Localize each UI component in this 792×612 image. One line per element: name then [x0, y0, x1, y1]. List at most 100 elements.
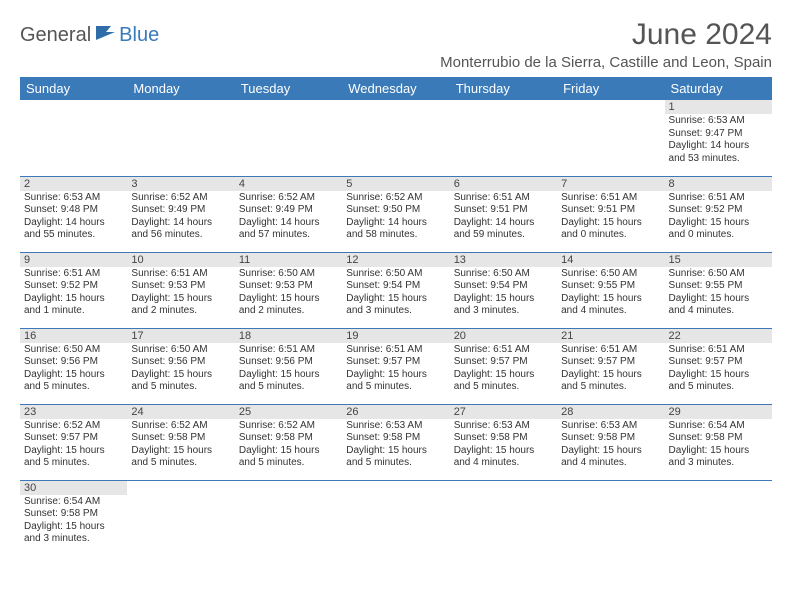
weekday-header: Tuesday	[235, 77, 342, 100]
title-block: June 2024 Monterrubio de la Sierra, Cast…	[440, 18, 772, 71]
sunrise-text: Sunrise: 6:52 AM	[239, 420, 338, 433]
daylight-text: Daylight: 14 hours and 59 minutes.	[454, 217, 553, 242]
daylight-text: Daylight: 15 hours and 0 minutes.	[561, 217, 660, 242]
day-details: Sunrise: 6:50 AMSunset: 9:55 PMDaylight:…	[665, 267, 772, 321]
sunset-text: Sunset: 9:57 PM	[454, 356, 553, 369]
sunset-text: Sunset: 9:48 PM	[24, 204, 123, 217]
day-number: 23	[20, 405, 127, 419]
day-number: 1	[665, 100, 772, 114]
daylight-text: Daylight: 14 hours and 57 minutes.	[239, 217, 338, 242]
day-details: Sunrise: 6:54 AMSunset: 9:58 PMDaylight:…	[665, 419, 772, 473]
sunrise-text: Sunrise: 6:51 AM	[131, 268, 230, 281]
day-number: 15	[665, 253, 772, 267]
calendar-day-cell: 9Sunrise: 6:51 AMSunset: 9:52 PMDaylight…	[20, 252, 127, 328]
location-subtitle: Monterrubio de la Sierra, Castille and L…	[440, 54, 772, 71]
day-details: Sunrise: 6:51 AMSunset: 9:52 PMDaylight:…	[20, 267, 127, 321]
calendar-week-row: 2Sunrise: 6:53 AMSunset: 9:48 PMDaylight…	[20, 176, 772, 252]
day-number: 19	[342, 329, 449, 343]
sunset-text: Sunset: 9:58 PM	[454, 432, 553, 445]
sunrise-text: Sunrise: 6:53 AM	[24, 192, 123, 205]
daylight-text: Daylight: 15 hours and 4 minutes.	[561, 445, 660, 470]
daylight-text: Daylight: 15 hours and 4 minutes.	[561, 293, 660, 318]
day-details: Sunrise: 6:52 AMSunset: 9:58 PMDaylight:…	[127, 419, 234, 473]
day-number: 9	[20, 253, 127, 267]
sunrise-text: Sunrise: 6:51 AM	[454, 344, 553, 357]
day-number: 12	[342, 253, 449, 267]
day-details: Sunrise: 6:51 AMSunset: 9:57 PMDaylight:…	[450, 343, 557, 397]
day-details: Sunrise: 6:50 AMSunset: 9:56 PMDaylight:…	[127, 343, 234, 397]
day-number: 8	[665, 177, 772, 191]
calendar-day-cell: 10Sunrise: 6:51 AMSunset: 9:53 PMDayligh…	[127, 252, 234, 328]
daylight-text: Daylight: 15 hours and 5 minutes.	[454, 369, 553, 394]
daylight-text: Daylight: 15 hours and 5 minutes.	[239, 445, 338, 470]
daylight-text: Daylight: 15 hours and 5 minutes.	[561, 369, 660, 394]
day-number: 2	[20, 177, 127, 191]
calendar-day-cell	[20, 100, 127, 176]
daylight-text: Daylight: 15 hours and 5 minutes.	[346, 369, 445, 394]
sunset-text: Sunset: 9:58 PM	[24, 508, 123, 521]
sunrise-text: Sunrise: 6:51 AM	[669, 192, 768, 205]
day-number: 24	[127, 405, 234, 419]
sunset-text: Sunset: 9:58 PM	[669, 432, 768, 445]
sunrise-text: Sunrise: 6:52 AM	[346, 192, 445, 205]
calendar-day-cell: 4Sunrise: 6:52 AMSunset: 9:49 PMDaylight…	[235, 176, 342, 252]
sunrise-text: Sunrise: 6:50 AM	[346, 268, 445, 281]
day-number: 20	[450, 329, 557, 343]
day-number: 30	[20, 481, 127, 495]
day-number: 26	[342, 405, 449, 419]
sunset-text: Sunset: 9:50 PM	[346, 204, 445, 217]
day-number: 28	[557, 405, 664, 419]
calendar-week-row: 9Sunrise: 6:51 AMSunset: 9:52 PMDaylight…	[20, 252, 772, 328]
sunrise-text: Sunrise: 6:52 AM	[239, 192, 338, 205]
sunrise-text: Sunrise: 6:50 AM	[454, 268, 553, 281]
sunset-text: Sunset: 9:55 PM	[669, 280, 768, 293]
day-details: Sunrise: 6:52 AMSunset: 9:58 PMDaylight:…	[235, 419, 342, 473]
sunrise-text: Sunrise: 6:51 AM	[239, 344, 338, 357]
day-number: 17	[127, 329, 234, 343]
day-details: Sunrise: 6:53 AMSunset: 9:58 PMDaylight:…	[557, 419, 664, 473]
calendar-week-row: 1Sunrise: 6:53 AMSunset: 9:47 PMDaylight…	[20, 100, 772, 176]
day-details: Sunrise: 6:53 AMSunset: 9:47 PMDaylight:…	[665, 114, 772, 168]
sunrise-text: Sunrise: 6:54 AM	[24, 496, 123, 509]
day-number: 27	[450, 405, 557, 419]
calendar-day-cell: 20Sunrise: 6:51 AMSunset: 9:57 PMDayligh…	[450, 328, 557, 404]
day-details: Sunrise: 6:51 AMSunset: 9:52 PMDaylight:…	[665, 191, 772, 245]
day-details: Sunrise: 6:53 AMSunset: 9:58 PMDaylight:…	[342, 419, 449, 473]
weekday-header: Wednesday	[342, 77, 449, 100]
day-number: 25	[235, 405, 342, 419]
sunset-text: Sunset: 9:58 PM	[239, 432, 338, 445]
day-number: 10	[127, 253, 234, 267]
sunrise-text: Sunrise: 6:50 AM	[131, 344, 230, 357]
calendar-day-cell: 23Sunrise: 6:52 AMSunset: 9:57 PMDayligh…	[20, 404, 127, 480]
daylight-text: Daylight: 14 hours and 55 minutes.	[24, 217, 123, 242]
day-details: Sunrise: 6:51 AMSunset: 9:57 PMDaylight:…	[665, 343, 772, 397]
logo-text-blue: Blue	[119, 24, 159, 47]
day-number: 7	[557, 177, 664, 191]
daylight-text: Daylight: 15 hours and 5 minutes.	[24, 369, 123, 394]
day-number: 14	[557, 253, 664, 267]
sunset-text: Sunset: 9:58 PM	[561, 432, 660, 445]
sunset-text: Sunset: 9:49 PM	[239, 204, 338, 217]
daylight-text: Daylight: 15 hours and 2 minutes.	[239, 293, 338, 318]
weekday-header-row: Sunday Monday Tuesday Wednesday Thursday…	[20, 77, 772, 100]
day-number: 11	[235, 253, 342, 267]
weekday-header: Saturday	[665, 77, 772, 100]
calendar-day-cell: 1Sunrise: 6:53 AMSunset: 9:47 PMDaylight…	[665, 100, 772, 176]
calendar-day-cell: 15Sunrise: 6:50 AMSunset: 9:55 PMDayligh…	[665, 252, 772, 328]
sunrise-text: Sunrise: 6:51 AM	[346, 344, 445, 357]
sunset-text: Sunset: 9:57 PM	[669, 356, 768, 369]
daylight-text: Daylight: 15 hours and 4 minutes.	[454, 445, 553, 470]
calendar-day-cell	[127, 100, 234, 176]
calendar-day-cell	[127, 480, 234, 556]
sunrise-text: Sunrise: 6:53 AM	[346, 420, 445, 433]
daylight-text: Daylight: 15 hours and 2 minutes.	[131, 293, 230, 318]
day-details: Sunrise: 6:51 AMSunset: 9:57 PMDaylight:…	[342, 343, 449, 397]
daylight-text: Daylight: 15 hours and 4 minutes.	[669, 293, 768, 318]
day-details: Sunrise: 6:50 AMSunset: 9:53 PMDaylight:…	[235, 267, 342, 321]
day-details: Sunrise: 6:51 AMSunset: 9:51 PMDaylight:…	[557, 191, 664, 245]
day-number: 21	[557, 329, 664, 343]
calendar-day-cell: 28Sunrise: 6:53 AMSunset: 9:58 PMDayligh…	[557, 404, 664, 480]
day-details: Sunrise: 6:52 AMSunset: 9:50 PMDaylight:…	[342, 191, 449, 245]
calendar-day-cell	[342, 480, 449, 556]
daylight-text: Daylight: 15 hours and 0 minutes.	[669, 217, 768, 242]
